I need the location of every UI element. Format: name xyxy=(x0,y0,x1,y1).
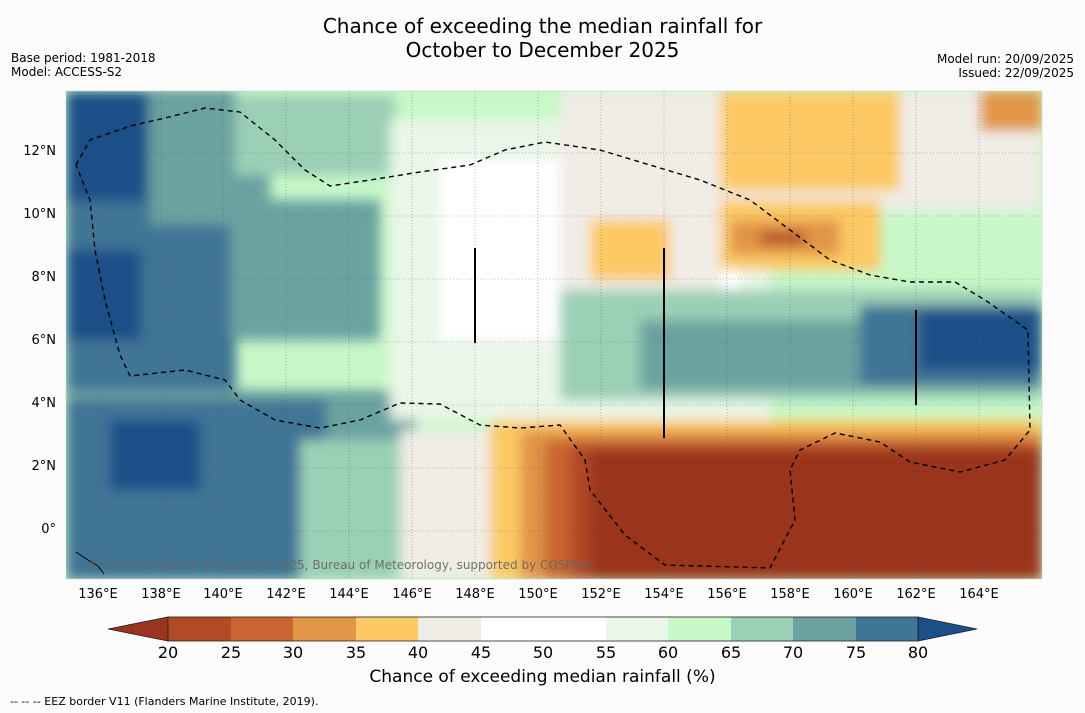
colorbar-swatch xyxy=(293,617,356,641)
run-info-left: Base period: 1981-2018 Model: ACCESS-S2 xyxy=(11,51,156,79)
x-tick-label: 144°E xyxy=(329,587,369,602)
field-ne-orange xyxy=(980,91,1042,131)
colorbar-swatch xyxy=(356,617,418,641)
colorbar-frame xyxy=(167,616,919,642)
field-se-red xyxy=(590,450,1042,579)
colorbar-label: 30 xyxy=(282,643,304,662)
colorbar-swatch xyxy=(793,617,856,641)
islands xyxy=(474,248,917,438)
colorbar-swatch xyxy=(231,617,293,641)
x-tick-label: 158°E xyxy=(770,587,810,602)
colorbar-swatch xyxy=(856,617,918,641)
contour-field xyxy=(66,91,1042,579)
colorbar-label: 60 xyxy=(657,643,679,662)
model-run: Model run: 20/09/2025 xyxy=(936,52,1074,66)
y-tick-label: 8°N xyxy=(31,270,57,285)
x-tick-label: 146°E xyxy=(392,587,432,602)
colorbar-label: 35 xyxy=(345,643,367,662)
colorbar-label: 40 xyxy=(407,643,429,662)
issued-date: Issued: 22/09/2025 xyxy=(958,66,1074,80)
y-tick-label: 2°N xyxy=(31,459,57,474)
field-w-teal xyxy=(230,200,380,340)
field-nw-dark xyxy=(66,91,146,201)
field-e-dark xyxy=(920,310,1042,370)
colorbar-label: 70 xyxy=(782,643,804,662)
colorbar-label: 45 xyxy=(470,643,492,662)
field-n-mint xyxy=(235,95,395,175)
field-c-yellow xyxy=(590,220,670,280)
graticule xyxy=(66,91,1042,579)
x-tick-label: 148°E xyxy=(455,587,495,602)
colorbar-swatch xyxy=(731,617,793,641)
eez-border xyxy=(75,107,1031,569)
x-tick-label: 164°E xyxy=(959,587,999,602)
colorbar-swatch xyxy=(418,617,481,641)
colorbar-swatch xyxy=(543,617,606,641)
title-line-1: Chance of exceeding the median rainfall … xyxy=(322,14,763,38)
colorbar-swatch xyxy=(481,617,543,641)
colorbar-swatch xyxy=(168,617,231,641)
x-tick-label: 140°E xyxy=(203,587,243,602)
colorbar-label: 75 xyxy=(845,643,867,662)
x-tick-label: 152°E xyxy=(581,587,621,602)
x-tick-label: 160°E xyxy=(833,587,873,602)
copyright-watermark: © Commonwealth of Australia 2025, Bureau… xyxy=(88,558,594,572)
field-e-red xyxy=(760,232,805,244)
colorbar-label: 80 xyxy=(907,643,929,662)
colorbar-label: 65 xyxy=(720,643,742,662)
x-tick-label: 150°E xyxy=(518,587,558,602)
y-tick-label: 10°N xyxy=(23,207,56,222)
field-sw-dark xyxy=(110,420,200,490)
x-tick-label: 136°E xyxy=(78,587,118,602)
model-name: Model: ACCESS-S2 xyxy=(11,65,123,79)
coastline-png xyxy=(75,551,105,575)
colorbar-swatch xyxy=(606,617,668,641)
colorbar-high-extend xyxy=(917,616,978,642)
map-title: Chance of exceeding the median rainfall … xyxy=(0,14,1085,62)
title-line-2: October to December 2025 xyxy=(405,38,680,62)
x-tick-label: 142°E xyxy=(266,587,306,602)
y-tick-label: 4°N xyxy=(31,396,57,411)
run-info-right: Model run: 20/09/2025 Issued: 22/09/2025 xyxy=(937,52,1074,80)
field-ne-yellow xyxy=(720,91,900,191)
colorbar-label: 55 xyxy=(595,643,617,662)
colorbar-swatch xyxy=(668,617,731,641)
y-tick-label: 12°N xyxy=(23,144,56,159)
x-tick-label: 162°E xyxy=(896,587,936,602)
y-tick-label: 6°N xyxy=(31,333,57,348)
colorbar xyxy=(107,616,978,642)
colorbar-label: 50 xyxy=(532,643,554,662)
x-tick-label: 156°E xyxy=(707,587,747,602)
plot-frame xyxy=(65,90,1043,580)
x-tick-label: 154°E xyxy=(644,587,684,602)
colorbar-title: Chance of exceeding median rainfall (%) xyxy=(369,667,716,687)
colorbar-label: 25 xyxy=(220,643,242,662)
y-tick-label: 0° xyxy=(41,522,56,537)
colorbar-low-extend xyxy=(107,616,169,642)
eez-footnote: -- -- -- EEZ border V11 (Flanders Marine… xyxy=(10,695,319,708)
colorbar-label: 20 xyxy=(157,643,179,662)
x-tick-label: 138°E xyxy=(141,587,181,602)
base-period: Base period: 1981-2018 xyxy=(11,51,156,65)
